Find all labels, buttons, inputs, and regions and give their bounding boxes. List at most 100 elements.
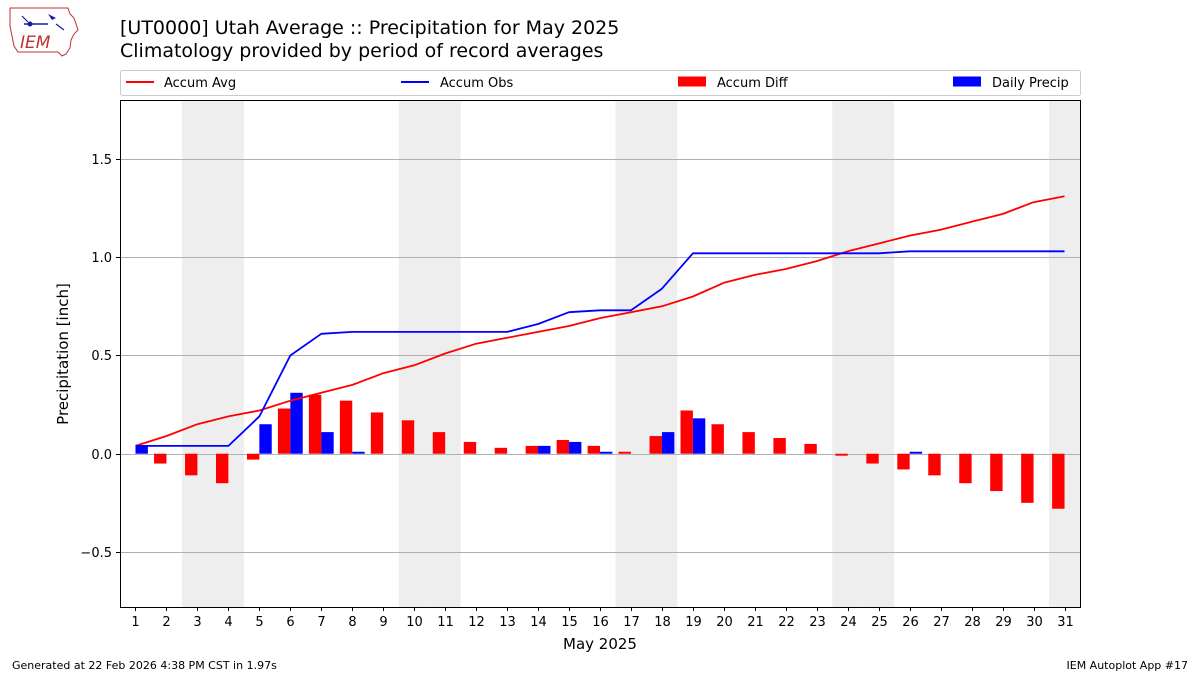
x-tick-label: 7	[317, 615, 325, 630]
x-tick-label: 26	[902, 615, 919, 630]
x-tick-label: 30	[1026, 615, 1043, 630]
accum-diff-bar	[711, 424, 724, 454]
x-tick-label: 8	[348, 615, 356, 630]
daily-precip-bar	[661, 432, 675, 454]
x-tick-label: 3	[193, 615, 201, 630]
accum-diff-bar	[1052, 453, 1065, 509]
chart-subtitle: Climatology provided by period of record…	[120, 40, 604, 62]
accum-diff-bar	[154, 453, 167, 464]
x-tick-label: 20	[716, 615, 733, 630]
x-tick-label: 23	[809, 615, 826, 630]
weekend-band-4	[212, 100, 244, 607]
x-tick-label: 27	[933, 615, 950, 630]
x-tick-label: 11	[437, 615, 454, 630]
x-tick-label: 21	[747, 615, 764, 630]
x-tick-label: 14	[530, 615, 547, 630]
accum-diff-bar	[773, 438, 786, 454]
accum-diff-bar	[339, 400, 353, 454]
plot-frame	[120, 100, 1081, 608]
accum-diff-bar	[463, 441, 477, 454]
legend-swatch-daily-precip	[953, 76, 981, 87]
x-tick-label: 19	[685, 615, 702, 630]
daily-precip-bar	[692, 418, 706, 454]
x-tick-label: 4	[224, 615, 232, 630]
legend-label-accum-obs: Accum Obs	[440, 76, 513, 91]
x-tick-label: 1	[131, 615, 139, 630]
accum-diff-bar	[587, 445, 600, 454]
accum-diff-bar	[556, 439, 570, 454]
accum-diff-bar	[185, 453, 198, 476]
grid-lines	[120, 159, 1080, 553]
x-tick-label: 22	[778, 615, 795, 630]
accum-diff-bar	[277, 408, 291, 454]
daily-precip-bar	[538, 445, 551, 454]
y-tick-label: 0.0	[91, 448, 112, 463]
x-axis-label: May 2025	[563, 635, 637, 653]
x-tick-label: 29	[995, 615, 1012, 630]
x-tick-label: 6	[286, 615, 294, 630]
daily-precip-bar	[600, 451, 613, 454]
accum-diff-bar	[742, 432, 755, 454]
accum-diff-bar	[990, 453, 1003, 492]
legend-entry-daily-precip: Daily Precip	[953, 76, 1069, 91]
legend: Accum Avg Accum Obs Accum Diff Daily Pre…	[120, 70, 1081, 96]
iem-logo: IEM	[8, 6, 80, 62]
accum-diff-bar	[308, 394, 322, 454]
x-tick-label: 15	[561, 615, 578, 630]
x-tick-label: 9	[379, 615, 387, 630]
accum-diff-bar	[897, 453, 910, 470]
accum-diff-bar	[370, 412, 384, 454]
weekend-band-31	[1049, 100, 1080, 607]
accum-diff-bar	[804, 443, 817, 454]
x-tick-label: 10	[406, 615, 423, 630]
accum-avg-line	[135, 195, 1065, 447]
x-tick-label: 2	[162, 615, 170, 630]
iowa-outline-icon: IEM	[9, 7, 79, 57]
x-tick-label: 17	[623, 615, 640, 630]
accum-obs-line	[135, 250, 1065, 447]
daily-precip-bar	[259, 424, 272, 454]
x-tick-label: 5	[255, 615, 263, 630]
daily-precip-bar	[352, 451, 365, 454]
daily-precip-bar	[135, 445, 148, 454]
legend-label-accum-diff: Accum Diff	[717, 76, 789, 91]
accum-diff-bar	[649, 436, 662, 454]
legend-label-accum-avg: Accum Avg	[164, 76, 236, 91]
y-tick-label: 0.5	[91, 349, 112, 364]
accum-diff-bar	[959, 453, 972, 484]
chart-title: [UT0000] Utah Average :: Precipitation f…	[120, 17, 620, 39]
weekend-shading	[181, 100, 1080, 607]
y-tick-label: 1.0	[91, 251, 112, 266]
legend-entry-accum-avg: Accum Avg	[126, 76, 236, 91]
x-tick-label: 18	[654, 615, 671, 630]
weekend-band-24	[832, 100, 864, 607]
x-axis-ticks: 1 2 3 4 5 6 7 8 9 10 11 12 13 14 15 16 17 18 19 20 21 22 23 24 2…	[131, 607, 1074, 630]
x-tick-label: 28	[964, 615, 981, 630]
y-tick-label: 1.5	[91, 153, 112, 168]
y-axis-ticks: −0.5 0.0 0.5 1.0 1.5	[80, 153, 120, 561]
daily-precip-bar	[290, 392, 303, 454]
legend-label-daily-precip: Daily Precip	[992, 76, 1069, 91]
accum-diff-bar	[680, 410, 693, 454]
legend-entry-accum-obs: Accum Obs	[401, 76, 513, 91]
x-tick-label: 12	[468, 615, 485, 630]
accum-diff-bar	[866, 453, 879, 464]
logo-text: IEM	[20, 33, 51, 53]
weekend-band-25	[863, 100, 895, 607]
accum-diff-bar	[401, 420, 415, 454]
footer-generated: Generated at 22 Feb 2026 4:38 PM CST in …	[12, 659, 277, 672]
daily-precip-bar	[321, 432, 334, 454]
weekend-band-17	[615, 100, 647, 607]
legend-entry-accum-diff: Accum Diff	[678, 76, 789, 91]
weekend-band-10	[398, 100, 430, 607]
accum-diff-bar	[432, 432, 446, 454]
legend-box	[120, 70, 1081, 96]
accum-diff-bar	[835, 453, 848, 456]
x-tick-label: 31	[1057, 615, 1074, 630]
legend-swatch-accum-diff	[678, 76, 706, 87]
x-tick-label: 16	[592, 615, 609, 630]
accum-diff-bar	[618, 451, 631, 454]
y-axis-label: Precipitation [inch]	[54, 283, 72, 425]
weekend-band-3	[181, 100, 213, 607]
daily-precip-bar	[909, 451, 923, 454]
